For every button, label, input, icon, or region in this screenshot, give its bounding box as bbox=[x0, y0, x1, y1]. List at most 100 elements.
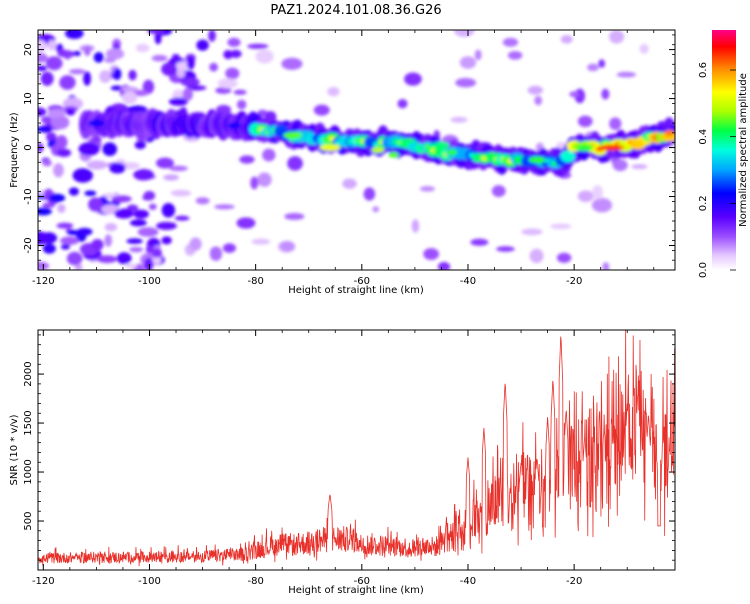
snr-ylabel: SNR (10 * v/v) bbox=[9, 414, 20, 485]
heatmap-cell bbox=[59, 75, 76, 90]
heatmap-cell bbox=[371, 147, 385, 153]
heatmap-cell bbox=[53, 163, 64, 178]
heatmap-cell bbox=[84, 46, 91, 57]
heatmap-cell bbox=[239, 155, 255, 164]
heatmap-cell bbox=[47, 39, 57, 51]
heatmap-cell bbox=[147, 30, 165, 35]
heatmap-cell bbox=[45, 56, 63, 71]
heatmap-cell bbox=[327, 86, 340, 97]
snr-panel: -120 -100 -80 -60 -40 -20 500 1000 1500 2000 Heig… bbox=[9, 329, 676, 596]
heatmap-cell bbox=[151, 247, 163, 258]
heatmap-cell bbox=[65, 107, 76, 116]
spectrogram-xtick-label: -20 bbox=[566, 276, 582, 287]
heatmap-cell bbox=[129, 246, 144, 253]
heatmap-cell bbox=[281, 57, 303, 70]
heatmap-cell bbox=[168, 97, 189, 106]
heatmap-cell bbox=[151, 54, 168, 62]
heatmap-cell bbox=[42, 159, 52, 167]
spectrogram-ytick-label: 10 bbox=[23, 92, 34, 105]
heatmap-cell bbox=[587, 63, 599, 72]
heatmap-cell bbox=[214, 204, 235, 210]
heatmap-cell bbox=[189, 237, 202, 251]
heatmap-cell bbox=[68, 187, 79, 196]
snr-frame bbox=[37, 329, 676, 571]
heatmap-cell bbox=[88, 197, 103, 212]
heatmap-cell bbox=[419, 186, 435, 192]
snr-xtick-label: -40 bbox=[460, 576, 476, 587]
heatmap-cell bbox=[598, 144, 625, 151]
heatmap-cell bbox=[313, 104, 330, 116]
heatmap-cell bbox=[470, 238, 489, 246]
colorbar-tick-label: 0.6 bbox=[698, 62, 709, 78]
spectrogram-ytick-label: -10 bbox=[23, 188, 34, 204]
heatmap-cell bbox=[161, 203, 176, 218]
heatmap-cell bbox=[255, 49, 274, 64]
heatmap-cell bbox=[67, 229, 79, 236]
heatmap-cell bbox=[639, 43, 649, 54]
heatmap-cell bbox=[38, 126, 52, 132]
heatmap-cell bbox=[56, 148, 72, 157]
heatmap-cell bbox=[632, 139, 644, 146]
heatmap-cell bbox=[283, 131, 303, 139]
heatmap-cell bbox=[74, 263, 83, 270]
spectrogram-xtick-label: -40 bbox=[460, 276, 476, 287]
heatmap-cell bbox=[534, 95, 543, 106]
heatmap-cell bbox=[186, 55, 195, 70]
heatmap-cell bbox=[474, 49, 482, 61]
heatmap-cell bbox=[174, 215, 190, 221]
heatmap-cell bbox=[38, 261, 50, 270]
heatmap-cell bbox=[560, 150, 576, 163]
heatmap-cell bbox=[560, 34, 573, 44]
snr-ytick-label: 1500 bbox=[23, 410, 34, 435]
heatmap-cell bbox=[577, 190, 594, 203]
spectrogram-ytick-label: 20 bbox=[23, 43, 34, 56]
heatmap-cell bbox=[66, 251, 83, 266]
heatmap-cell bbox=[631, 164, 648, 170]
heatmap-cell bbox=[591, 197, 613, 213]
heatmap-cell bbox=[251, 238, 271, 245]
heatmap-cell bbox=[601, 88, 610, 100]
colorbar-tick-label: 0.0 bbox=[698, 262, 709, 278]
heatmap-cell bbox=[222, 243, 236, 253]
heatmap-cell bbox=[163, 174, 179, 181]
heatmap-cell bbox=[577, 115, 593, 128]
heatmap-cell bbox=[502, 37, 519, 47]
heatmap-cell bbox=[73, 50, 81, 56]
heatmap-cell bbox=[56, 222, 74, 229]
heatmap-cell bbox=[40, 71, 54, 86]
heatmap-cell bbox=[186, 85, 207, 91]
heatmap-cell bbox=[121, 86, 139, 92]
heatmap-cell bbox=[91, 239, 104, 251]
heatmap-cell bbox=[529, 248, 544, 264]
heatmap-cell bbox=[142, 79, 155, 94]
heatmap-cell bbox=[133, 209, 149, 219]
heatmap-cell bbox=[47, 108, 66, 119]
heatmap-cell bbox=[161, 236, 172, 245]
snr-xtick-label: -20 bbox=[566, 576, 582, 587]
heatmap-cell bbox=[99, 70, 112, 83]
heatmap-cell bbox=[176, 69, 186, 79]
heatmap-cell bbox=[76, 227, 93, 236]
heatmap-cell bbox=[664, 129, 675, 136]
heatmap-cell bbox=[57, 48, 67, 56]
heatmap-cell bbox=[133, 169, 154, 181]
snr-xtick-label: -120 bbox=[32, 576, 55, 587]
heatmap-cell bbox=[215, 87, 232, 94]
heatmap-cell bbox=[125, 263, 137, 269]
heatmap-cell bbox=[612, 159, 628, 172]
heatmap-cell bbox=[397, 99, 408, 109]
heatmap-cell bbox=[446, 149, 458, 156]
heatmap-cell bbox=[50, 115, 70, 130]
heatmap-cell bbox=[433, 141, 450, 149]
heatmap-cell bbox=[83, 71, 92, 86]
heatmap-cell bbox=[437, 261, 451, 270]
snr-xtick-label: -80 bbox=[247, 576, 263, 587]
heatmap-cell bbox=[236, 99, 247, 110]
heatmap-cell bbox=[41, 116, 53, 124]
heatmap-cell bbox=[453, 30, 475, 38]
spectrogram-xtick-label: -60 bbox=[354, 276, 370, 287]
spectrogram-xtick-label: -100 bbox=[138, 276, 161, 287]
heatmap-cell bbox=[91, 136, 102, 143]
heatmap-cell bbox=[48, 193, 66, 203]
